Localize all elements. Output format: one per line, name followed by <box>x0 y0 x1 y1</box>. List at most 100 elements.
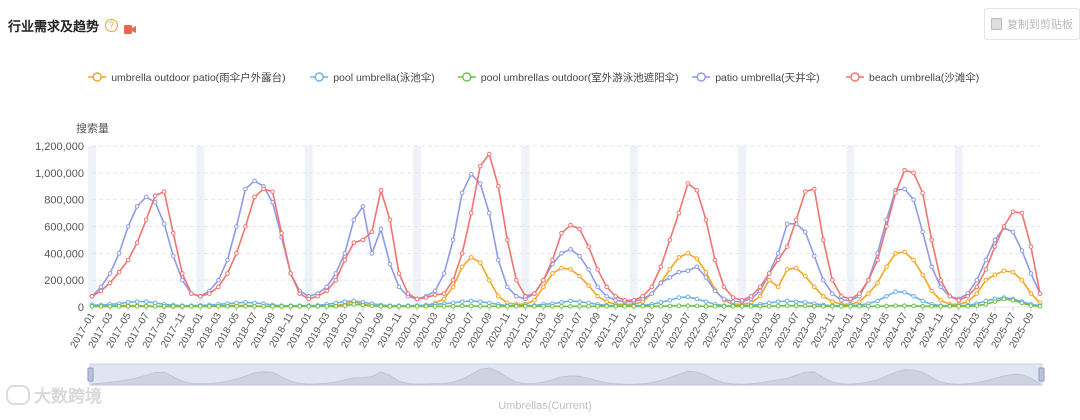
data-point[interactable] <box>568 304 573 309</box>
data-point[interactable] <box>170 304 176 309</box>
data-point[interactable] <box>216 284 221 290</box>
data-point[interactable] <box>234 251 239 256</box>
series-line-2[interactable] <box>92 298 1041 308</box>
data-point[interactable] <box>324 304 330 309</box>
data-point[interactable] <box>893 251 898 256</box>
data-point[interactable] <box>134 204 140 209</box>
data-point[interactable] <box>685 294 691 300</box>
data-point[interactable] <box>207 304 212 309</box>
data-point[interactable] <box>441 291 447 296</box>
data-point[interactable] <box>252 194 257 200</box>
data-point[interactable] <box>811 186 817 192</box>
data-point[interactable] <box>505 304 510 309</box>
data-point[interactable] <box>550 257 555 263</box>
data-point[interactable] <box>667 275 673 280</box>
legend-swatch-marker[interactable] <box>314 72 324 82</box>
data-point[interactable] <box>225 304 230 309</box>
data-point[interactable] <box>378 226 384 232</box>
data-point[interactable] <box>992 244 998 249</box>
data-point[interactable] <box>631 304 637 309</box>
data-point[interactable] <box>550 304 555 309</box>
data-point[interactable] <box>694 256 700 262</box>
data-point[interactable] <box>423 304 429 309</box>
data-point[interactable] <box>685 268 691 274</box>
data-point[interactable] <box>297 291 302 296</box>
data-point[interactable] <box>170 230 176 236</box>
data-point[interactable] <box>703 304 709 309</box>
legend-swatch-marker[interactable] <box>92 72 102 82</box>
data-point[interactable] <box>98 304 104 309</box>
data-point[interactable] <box>450 277 456 283</box>
data-point[interactable] <box>631 297 637 303</box>
data-point[interactable] <box>1010 269 1016 275</box>
data-point[interactable] <box>676 303 682 308</box>
data-point[interactable] <box>992 299 998 304</box>
data-point[interactable] <box>514 293 519 299</box>
data-point[interactable] <box>775 251 781 256</box>
data-point[interactable] <box>505 284 510 290</box>
data-point[interactable] <box>965 293 971 299</box>
data-point[interactable] <box>586 244 591 249</box>
data-point[interactable] <box>207 291 212 296</box>
data-point[interactable] <box>486 277 492 283</box>
data-point[interactable] <box>938 277 943 283</box>
data-point[interactable] <box>992 272 998 278</box>
data-point[interactable] <box>721 296 727 302</box>
legend-label-0[interactable]: umbrella outdoor patio(雨伞户外露台) <box>111 71 285 84</box>
data-point[interactable] <box>541 277 546 283</box>
data-point[interactable] <box>125 300 131 305</box>
data-point[interactable] <box>685 303 691 308</box>
data-point[interactable] <box>938 304 943 309</box>
data-point[interactable] <box>143 304 149 309</box>
data-point[interactable] <box>1028 303 1034 308</box>
legend-label-2[interactable]: pool umbrellas outdoor(室外游泳池遮阳伞) <box>481 71 679 84</box>
data-point[interactable] <box>911 197 916 202</box>
data-point[interactable] <box>116 251 122 256</box>
data-point[interactable] <box>514 304 519 309</box>
data-point[interactable] <box>1019 277 1025 283</box>
data-point[interactable] <box>279 230 284 236</box>
help-icon[interactable]: ? <box>105 18 119 32</box>
data-point[interactable] <box>459 299 465 304</box>
data-point[interactable] <box>459 190 465 196</box>
data-point[interactable] <box>1010 209 1016 215</box>
data-point[interactable] <box>161 189 167 194</box>
data-point[interactable] <box>297 304 302 309</box>
data-point[interactable] <box>920 298 925 304</box>
data-point[interactable] <box>89 293 95 299</box>
data-point[interactable] <box>243 300 248 305</box>
data-point[interactable] <box>198 293 203 299</box>
data-point[interactable] <box>839 297 844 303</box>
data-point[interactable] <box>216 304 221 309</box>
legend-label-3[interactable]: patio umbrella(天井伞) <box>715 71 819 84</box>
data-point[interactable] <box>1001 224 1007 229</box>
data-point[interactable] <box>983 257 989 263</box>
data-point[interactable] <box>983 277 989 283</box>
data-point[interactable] <box>523 293 528 299</box>
data-point[interactable] <box>821 277 826 283</box>
data-point[interactable] <box>189 291 194 296</box>
data-point[interactable] <box>351 240 357 245</box>
data-point[interactable] <box>802 303 808 309</box>
data-point[interactable] <box>234 224 239 229</box>
data-point[interactable] <box>243 186 248 192</box>
data-point[interactable] <box>577 304 582 309</box>
data-point[interactable] <box>649 304 655 309</box>
data-point[interactable] <box>532 304 537 309</box>
data-point[interactable] <box>595 293 600 299</box>
data-point[interactable] <box>270 304 275 309</box>
data-point[interactable] <box>775 303 781 309</box>
data-point[interactable] <box>270 189 275 194</box>
data-point[interactable] <box>920 272 925 278</box>
data-point[interactable] <box>252 304 257 309</box>
data-point[interactable] <box>468 210 474 216</box>
data-point[interactable] <box>586 283 591 288</box>
data-point[interactable] <box>1037 304 1043 309</box>
series-line-3[interactable] <box>91 173 1041 303</box>
data-point[interactable] <box>712 304 718 309</box>
data-point[interactable] <box>884 264 889 270</box>
data-point[interactable] <box>161 304 167 309</box>
data-point[interactable] <box>225 271 230 276</box>
data-point[interactable] <box>1028 244 1034 249</box>
data-point[interactable] <box>161 221 167 227</box>
